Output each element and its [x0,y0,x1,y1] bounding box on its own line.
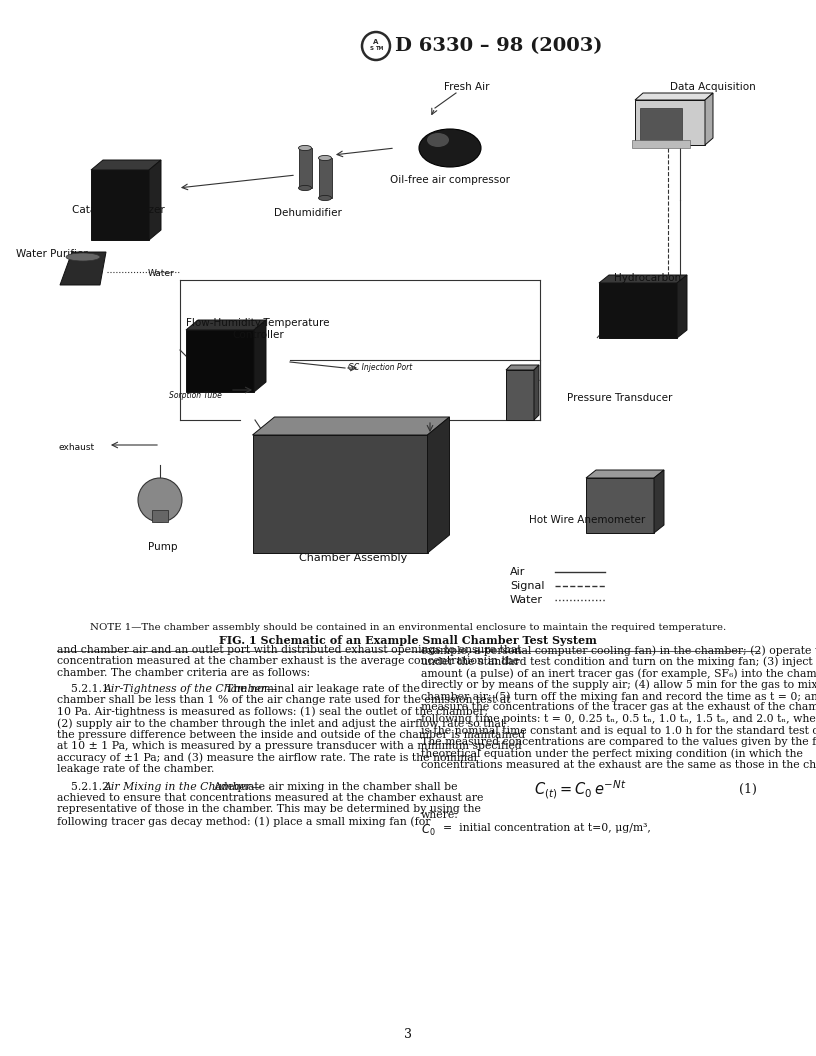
Text: theoretical equation under the perfect mixing condition (in which the: theoretical equation under the perfect m… [421,749,803,759]
Text: The nominal air leakage rate of the: The nominal air leakage rate of the [226,683,419,694]
Ellipse shape [427,133,449,147]
Text: achieved to ensure that concentrations measured at the chamber exhaust are: achieved to ensure that concentrations m… [57,793,483,803]
Text: following time points: t = 0, 0.25 tₙ, 0.5 tₙ, 1.0 tₙ, 1.5 tₙ, and 2.0 tₙ, where: following time points: t = 0, 0.25 tₙ, 0… [421,714,816,724]
Ellipse shape [299,146,312,151]
Text: chamber. The chamber criteria are as follows:: chamber. The chamber criteria are as fol… [57,668,310,678]
Text: Water: Water [510,595,543,605]
Text: Pressure Transducer: Pressure Transducer [567,393,672,403]
Bar [152,510,168,522]
Ellipse shape [299,186,312,190]
Ellipse shape [318,155,331,161]
Text: Hot Wire Anemometer: Hot Wire Anemometer [529,515,645,525]
Polygon shape [586,470,664,478]
Text: (2) supply air to the chamber through the inlet and adjust the airflow rate so t: (2) supply air to the chamber through th… [57,718,505,729]
Bar [186,329,254,392]
Text: measure the concentrations of the tracer gas at the exhaust of the chamber at th: measure the concentrations of the tracer… [421,702,816,713]
Polygon shape [705,93,713,145]
Bar [506,370,534,420]
Text: FIG. 1 Schematic of an Example Small Chamber Test System: FIG. 1 Schematic of an Example Small Cha… [219,635,597,645]
Polygon shape [428,417,450,553]
Text: concentrations measured at the exhaust are the same as those in the chamber):: concentrations measured at the exhaust a… [421,760,816,770]
Text: under the standard test condition and turn on the mixing fan; (3) inject a small: under the standard test condition and tu… [421,657,816,667]
Polygon shape [534,365,539,420]
Polygon shape [506,365,539,370]
Text: Fresh Air: Fresh Air [444,82,490,92]
Bar [632,140,690,148]
Text: A: A [373,39,379,45]
Text: chamber air; (5) turn off the mixing fan and record the time as t = 0; and (6): chamber air; (5) turn off the mixing fan… [421,691,816,701]
Polygon shape [60,252,106,285]
Text: at 10 ± 1 Pa, which is measured by a pressure transducer with a minimum specifie: at 10 ± 1 Pa, which is measured by a pre… [57,741,521,751]
Text: Air: Air [510,567,526,577]
Text: GC Injection Port: GC Injection Port [348,362,412,372]
Text: 5.2.1.1: 5.2.1.1 [57,683,113,694]
Circle shape [138,478,182,522]
Text: accuracy of ±1 Pa; and (3) measure the airflow rate. The rate is the nominal: accuracy of ±1 Pa; and (3) measure the a… [57,753,477,763]
Text: Air-Tightness of the Chamber—: Air-Tightness of the Chamber— [104,683,278,694]
Polygon shape [252,417,450,435]
Text: directly or by means of the supply air; (4) allow 5 min for the gas to mix with : directly or by means of the supply air; … [421,679,816,690]
Text: concentration measured at the chamber exhaust is the average concentration in th: concentration measured at the chamber ex… [57,657,519,666]
Polygon shape [149,161,161,240]
Text: =  initial concentration at t=0, μg/m³,: = initial concentration at t=0, μg/m³, [443,823,651,833]
Text: Pump: Pump [149,542,178,552]
Text: (1): (1) [739,782,757,796]
Polygon shape [91,161,161,170]
Text: The measured concentrations are compared to the values given by the following: The measured concentrations are compared… [421,737,816,747]
Ellipse shape [66,253,100,261]
Text: TM: TM [376,46,384,52]
Bar [299,148,312,188]
Bar [599,283,677,338]
Text: Air Mixing in the Chamber—: Air Mixing in the Chamber— [104,781,263,792]
Text: Sorption Tube: Sorption Tube [169,391,221,399]
Text: amount (a pulse) of an inert tracer gas (for example, SF₆) into the chamber: amount (a pulse) of an inert tracer gas … [421,668,816,679]
Text: Signal: Signal [510,581,544,591]
Text: S: S [370,46,374,52]
Bar [635,100,705,145]
Text: 5.2.1.2: 5.2.1.2 [57,781,113,792]
Text: Oil-free air compressor: Oil-free air compressor [390,175,510,185]
Text: and chamber air and an outlet port with distributed exhaust openings to ensure t: and chamber air and an outlet port with … [57,645,521,655]
Bar [318,158,331,199]
Polygon shape [599,275,687,283]
Text: $C_0$: $C_0$ [421,823,436,838]
Text: Water Purifier: Water Purifier [16,249,88,259]
Text: is the nominal time constant and is equal to 1.0 h for the standard test conditi: is the nominal time constant and is equa… [421,725,816,735]
Text: Adequate air mixing in the chamber shall be: Adequate air mixing in the chamber shall… [214,781,458,792]
Polygon shape [635,93,713,100]
Bar [252,435,428,553]
Ellipse shape [318,195,331,201]
Ellipse shape [419,129,481,167]
Polygon shape [677,275,687,338]
Text: 10 Pa. Air-tightness is measured as follows: (1) seal the outlet of the chamber;: 10 Pa. Air-tightness is measured as foll… [57,706,488,717]
Text: Chamber Assembly: Chamber Assembly [299,553,407,563]
Text: following tracer gas decay method: (1) place a small mixing fan (for: following tracer gas decay method: (1) p… [57,816,431,827]
Text: NOTE 1—The chamber assembly should be contained in an environmental enclosure to: NOTE 1—The chamber assembly should be co… [90,623,726,633]
Bar [640,108,682,140]
Text: Catalytic Oxidizer: Catalytic Oxidizer [72,205,164,215]
Text: example, a personal computer cooling fan) in the chamber; (2) operate the chambe: example, a personal computer cooling fan… [421,645,816,656]
Text: where:: where: [421,810,459,819]
Text: 3: 3 [404,1029,412,1041]
Bar [91,170,149,240]
Text: chamber shall be less than 1 % of the air change rate used for the emission test: chamber shall be less than 1 % of the ai… [57,695,511,705]
Text: Dehumidifier: Dehumidifier [274,208,342,218]
Text: Flow-Humidity-Temperature
Controller: Flow-Humidity-Temperature Controller [186,319,330,340]
Text: exhaust: exhaust [59,444,95,453]
Text: Hydrocarbon
Analyzer: Hydrocarbon Analyzer [614,274,681,295]
Text: representative of those in the chamber. This may be determined by using the: representative of those in the chamber. … [57,805,481,814]
Text: Water: Water [148,269,175,279]
Text: the pressure difference between the inside and outside of the chamber is maintai: the pressure difference between the insi… [57,730,526,739]
Polygon shape [654,470,664,533]
Text: D 6330 – 98 (2003): D 6330 – 98 (2003) [395,37,602,55]
Text: Data Acquisition: Data Acquisition [670,82,756,92]
Polygon shape [186,320,266,329]
Text: $C_{(t)} = C_0\, e^{-Nt}$: $C_{(t)} = C_0\, e^{-Nt}$ [534,778,626,800]
Bar [586,478,654,533]
Polygon shape [254,320,266,392]
Text: leakage rate of the chamber.: leakage rate of the chamber. [57,763,215,774]
